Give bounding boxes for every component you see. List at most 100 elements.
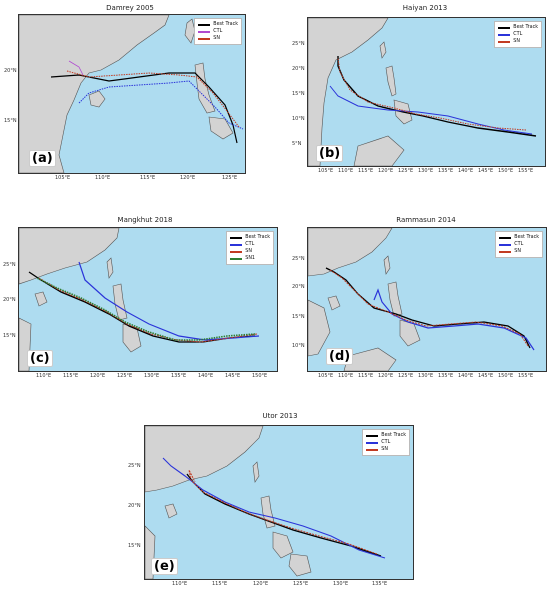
panel-e-xtick-2: 120°E [253, 581, 269, 587]
panel-d-ytick-0: 25°N [292, 256, 305, 262]
taiwan-land [379, 41, 387, 59]
panel-d-ytick-2: 15°N [292, 314, 305, 320]
panel-a-xtick-1: 110°E [95, 175, 111, 181]
panel-b-xtick-7: 140°E [458, 168, 474, 174]
panel-c-ytick-1: 20°N [3, 297, 16, 303]
panel-e-ytick-1: 20°N [128, 503, 141, 509]
legend-line-sn [230, 250, 243, 253]
mindanao-land [288, 553, 312, 577]
legend-line-best [366, 434, 379, 437]
indochina-land [308, 299, 331, 357]
panel-b-xtick-8: 145°E [478, 168, 494, 174]
luzon-land [194, 62, 216, 114]
luzon-land [385, 65, 397, 97]
borneo-land [353, 135, 405, 166]
panel-b-svg [308, 18, 537, 166]
panel-a-ytick-1: 15°N [4, 118, 17, 124]
legend-label-sn: SN [514, 249, 521, 254]
panel-c-xtick-1: 115°E [63, 373, 79, 379]
legend-line-best [498, 26, 511, 29]
panel-b-xtick-4: 125°E [398, 168, 414, 174]
panel-b-ytick-0: 25°N [292, 41, 305, 47]
legend-line-sn [198, 37, 211, 40]
track-best [28, 271, 256, 343]
luzon-land [260, 495, 276, 529]
panel-a-xtick-0: 105°E [55, 175, 71, 181]
track-sn [66, 70, 240, 128]
panel-c-svg [19, 228, 260, 371]
panel-e-svg [145, 426, 386, 579]
panel-c-xtick-8: 150°E [252, 373, 268, 379]
panel-e-title: Utor 2013 [262, 412, 298, 420]
panel-c-xtick-0: 110°E [36, 373, 52, 379]
track-best [325, 267, 531, 349]
panel-b-ytick-2: 15°N [292, 91, 305, 97]
panel-b-xtick-10: 155°E [518, 168, 534, 174]
panel-a-svg [19, 15, 244, 173]
panel-e-ytick-2: 15°N [128, 543, 141, 549]
panel-b-xtick-6: 135°E [438, 168, 454, 174]
visayas-land [272, 531, 294, 559]
panel-a-xtick-3: 120°E [180, 175, 196, 181]
panel-a-ytick-0: 20°N [4, 68, 17, 74]
legend-label-best: Best Track [381, 433, 406, 438]
track-ctl [78, 80, 244, 130]
taiwan-land [106, 257, 114, 279]
hainan-land [164, 503, 178, 519]
track-ctl [329, 85, 533, 135]
panel-b-title: Haiyan 2013 [402, 4, 448, 12]
legend-label-ctl: CTL [514, 242, 524, 247]
panel-b-letter: (b) [316, 145, 344, 162]
panel-a-letter: (a) [29, 150, 56, 167]
panel-c-xtick-3: 125°E [117, 373, 133, 379]
mainland-land [145, 426, 264, 493]
panel-d-ytick-3: 10°N [292, 343, 305, 349]
legend-line-best [230, 236, 243, 239]
visayas-land [399, 319, 421, 347]
panel-c-xtick-6: 140°E [198, 373, 214, 379]
legend-line-sn1 [230, 257, 243, 260]
panel-d-legend: Best Track CTL SN [495, 231, 543, 258]
panel-d-xtick-1: 110°E [338, 373, 354, 379]
track-sn [329, 269, 529, 347]
legend-label-sn: SN [513, 39, 520, 44]
panel-a-map: Best Track CTL SN (a) [18, 14, 246, 174]
borneo-land [343, 347, 397, 371]
track-ctl [373, 288, 535, 351]
panel-b-xtick-0: 105°E [318, 168, 334, 174]
mainland-land [308, 228, 393, 277]
panel-b-xtick-1: 110°E [338, 168, 354, 174]
mainland-land [19, 228, 120, 285]
legend-line-sn [499, 250, 512, 253]
panel-d-xtick-0: 105°E [318, 373, 334, 379]
legend-line-best [198, 23, 211, 26]
panel-d-xtick-4: 125°E [398, 373, 414, 379]
panel-d-xtick-2: 115°E [358, 373, 374, 379]
track-ctl-2 [68, 60, 84, 76]
panel-d-xtick-7: 140°E [458, 373, 474, 379]
panel-a-legend: Best Track CTL SN [194, 18, 242, 45]
track-best [50, 72, 238, 144]
panel-c-xtick-5: 135°E [171, 373, 187, 379]
legend-line-best [499, 236, 512, 239]
legend-label-sn: SN [245, 249, 252, 254]
panel-d-xtick-10: 155°E [518, 373, 534, 379]
panel-e-legend: Best Track CTL SN [362, 429, 410, 456]
legend-line-ctl [198, 30, 211, 33]
panel-b-xtick-5: 130°E [418, 168, 434, 174]
legend-line-ctl [230, 243, 243, 246]
taiwan-land [383, 255, 391, 275]
legend-label-sn1: SN1 [245, 256, 255, 261]
luzon-land [387, 281, 403, 317]
panel-d-xtick-8: 145°E [478, 373, 494, 379]
panel-d-ytick-1: 20°N [292, 284, 305, 290]
panel-c-letter: (c) [27, 350, 53, 367]
legend-label-best: Best Track [213, 22, 238, 27]
panel-b-ytick-4: 5°N [292, 141, 302, 147]
track-ctl [78, 261, 260, 341]
mainland-land [308, 18, 389, 166]
panel-c-title: Mangkhut 2018 [117, 216, 173, 224]
legend-label-ctl: CTL [245, 242, 255, 247]
panel-d-svg [308, 228, 535, 371]
panel-d-xtick-9: 150°E [498, 373, 514, 379]
